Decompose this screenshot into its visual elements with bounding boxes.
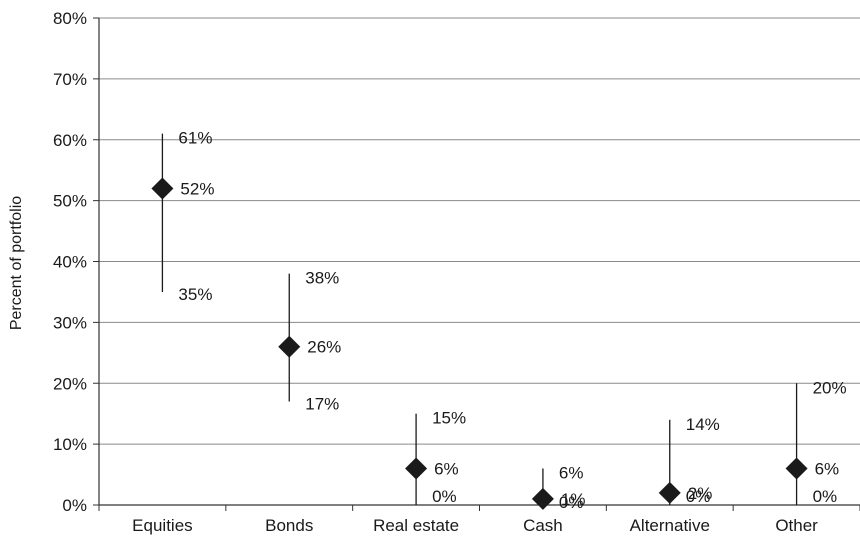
y-tick-label: 0% — [62, 496, 87, 515]
category-label: Cash — [523, 516, 563, 535]
value-label: 6% — [434, 459, 459, 478]
data-labels: 61%52%35%38%26%17%15%6%0%6%1%0%14%2%0%20… — [178, 129, 846, 512]
y-tick-label: 70% — [53, 70, 87, 89]
y-tick-label: 10% — [53, 435, 87, 454]
gridlines — [99, 17, 860, 445]
value-label: 6% — [815, 459, 840, 478]
category-label: Real estate — [373, 516, 459, 535]
data-point — [151, 177, 174, 200]
max-label: 14% — [686, 415, 720, 434]
value-label: 2% — [688, 484, 713, 503]
y-tick-label: 20% — [53, 374, 87, 393]
max-label: 61% — [178, 129, 212, 148]
category-label: Other — [775, 516, 818, 535]
range-lines — [161, 133, 798, 505]
max-label: 6% — [559, 463, 584, 482]
data-point — [658, 481, 681, 504]
category-label: Equities — [132, 516, 192, 535]
category-label: Alternative — [630, 516, 710, 535]
data-point — [785, 457, 808, 480]
y-tick-labels: 0% 10% 20% 30% 40% 50% 60% 70% 80% — [53, 9, 87, 515]
min-label: 17% — [305, 395, 339, 414]
y-tick-label: 30% — [53, 313, 87, 332]
axes — [93, 17, 860, 511]
category-label: Bonds — [265, 516, 313, 535]
data-points — [151, 177, 808, 510]
min-label: 0% — [813, 487, 838, 506]
min-label: 0% — [686, 487, 711, 506]
min-label: 35% — [178, 285, 212, 304]
max-label: 20% — [813, 378, 847, 397]
category-labels: Equities Bonds Real estate Cash Alternative O… — [132, 516, 818, 535]
data-point — [278, 335, 301, 358]
y-axis-title: Percent of portfolio — [8, 196, 25, 330]
y-tick-label: 40% — [53, 253, 87, 272]
max-label: 15% — [432, 409, 466, 428]
y-tick-label: 80% — [53, 9, 87, 28]
max-label: 38% — [305, 269, 339, 288]
min-label: 0% — [432, 487, 457, 506]
y-tick-label: 50% — [53, 192, 87, 211]
data-point — [405, 457, 428, 480]
value-label: 26% — [307, 338, 341, 357]
value-label: 1% — [561, 490, 586, 509]
data-point — [531, 487, 554, 510]
y-tick-label: 60% — [53, 131, 87, 150]
value-label: 52% — [180, 179, 214, 198]
min-label: 0% — [559, 493, 584, 512]
